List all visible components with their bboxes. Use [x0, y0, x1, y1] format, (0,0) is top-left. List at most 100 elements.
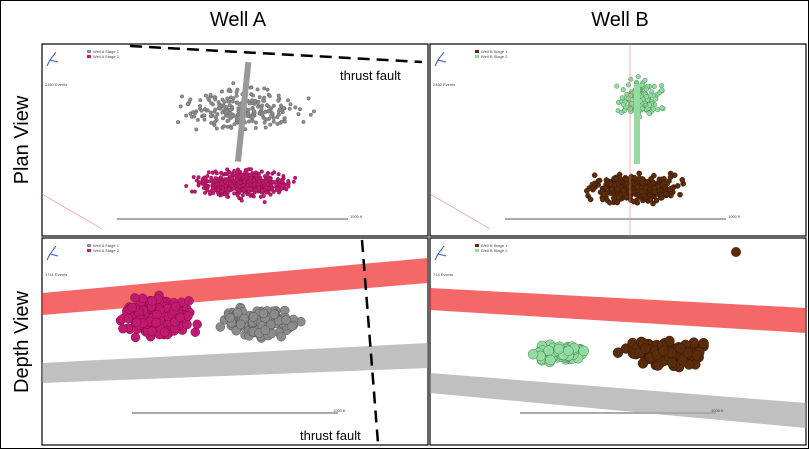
- event-dot: [216, 188, 220, 192]
- event-dot: [263, 200, 267, 204]
- event-dot: [584, 188, 589, 193]
- event-dot: [197, 175, 201, 179]
- event-dot: [249, 86, 253, 90]
- event-dot: [224, 184, 228, 188]
- event-dot: [219, 107, 223, 111]
- event-dot: [235, 94, 239, 98]
- event-dot: [270, 188, 274, 192]
- legend-swatch: [87, 244, 91, 247]
- event-dot: [629, 174, 634, 179]
- scale-label: 1000 ft: [711, 408, 724, 413]
- event-dot: [238, 185, 242, 189]
- event-dot: [258, 181, 262, 185]
- event-dot: [267, 110, 271, 114]
- event-dot: [192, 175, 196, 179]
- panel-frame: [430, 44, 806, 236]
- event-dot: [256, 88, 260, 92]
- event-dot: [648, 176, 653, 181]
- event-dot: [272, 120, 276, 124]
- event-dot: [118, 324, 127, 333]
- event-dot: [209, 115, 213, 119]
- event-dot: [226, 313, 235, 322]
- event-dot: [607, 200, 612, 205]
- row-title: Depth View: [11, 290, 33, 392]
- event-dot: [213, 179, 217, 183]
- event-dot: [216, 182, 220, 186]
- event-dot: [227, 187, 231, 191]
- event-dot: [677, 192, 682, 197]
- event-dot: [654, 97, 659, 102]
- event-dot: [266, 88, 270, 92]
- event-dot: [644, 94, 649, 99]
- event-dot: [259, 309, 268, 318]
- event-dot: [236, 88, 240, 92]
- event-dot: [676, 343, 686, 353]
- event-dot: [246, 187, 250, 191]
- event-dot: [214, 170, 218, 174]
- event-dot: [207, 171, 211, 175]
- event-dot: [278, 184, 282, 188]
- event-dot: [249, 173, 253, 177]
- event-dot: [197, 184, 201, 188]
- event-dot: [252, 109, 256, 113]
- event-dot: [254, 188, 258, 192]
- event-dot: [215, 127, 219, 131]
- event-dot: [184, 296, 193, 305]
- event-dot: [213, 120, 217, 124]
- event-dot: [667, 187, 672, 192]
- event-dot: [248, 192, 252, 196]
- event-dot: [260, 113, 264, 117]
- event-dot: [261, 104, 265, 108]
- column-title: Well B: [591, 9, 648, 31]
- event-dot: [663, 191, 668, 196]
- event-dot: [261, 326, 270, 335]
- event-dot: [672, 173, 677, 178]
- event-dot: [247, 180, 251, 184]
- event-dot: [211, 186, 215, 190]
- event-dot: [692, 350, 702, 360]
- legend-label: Well A Stage 2: [93, 248, 120, 253]
- event-dot: [228, 182, 232, 186]
- legend-label: Well B Stage 2: [481, 54, 508, 59]
- event-dot: [241, 193, 245, 197]
- legend-swatch: [475, 55, 479, 58]
- event-dot: [211, 103, 215, 107]
- event-dot: [644, 87, 649, 92]
- event-dot: [616, 195, 621, 200]
- event-dot: [263, 121, 267, 125]
- event-dot: [260, 189, 264, 193]
- event-dot: [287, 185, 291, 189]
- event-dot: [252, 179, 256, 183]
- event-dot: [660, 105, 665, 110]
- event-dot: [203, 114, 207, 118]
- event-dot: [191, 110, 195, 114]
- event-dot: [302, 120, 306, 124]
- event-dot: [272, 104, 276, 108]
- event-dot: [191, 328, 200, 337]
- event-dot: [651, 107, 656, 112]
- event-dot: [628, 189, 633, 194]
- legend-swatch: [475, 249, 479, 252]
- event-dot: [554, 344, 564, 354]
- event-dot: [277, 332, 286, 341]
- event-dot: [592, 173, 597, 178]
- event-dot: [192, 115, 196, 119]
- event-dot: [256, 105, 260, 109]
- event-dot: [282, 106, 286, 110]
- event-dot: [237, 188, 241, 192]
- event-dot: [196, 118, 200, 122]
- event-dot: [227, 89, 231, 93]
- event-dot: [231, 100, 235, 104]
- event-dot: [643, 78, 648, 83]
- event-dot: [258, 176, 262, 180]
- event-dot: [213, 108, 217, 112]
- event-dot: [236, 320, 245, 329]
- event-dot: [289, 103, 293, 107]
- legend-swatch: [475, 244, 479, 247]
- event-dot: [230, 177, 234, 181]
- event-dot: [242, 189, 246, 193]
- event-dot: [680, 177, 685, 182]
- event-dot: [265, 118, 269, 122]
- event-dot: [216, 323, 225, 332]
- event-dot: [282, 174, 286, 178]
